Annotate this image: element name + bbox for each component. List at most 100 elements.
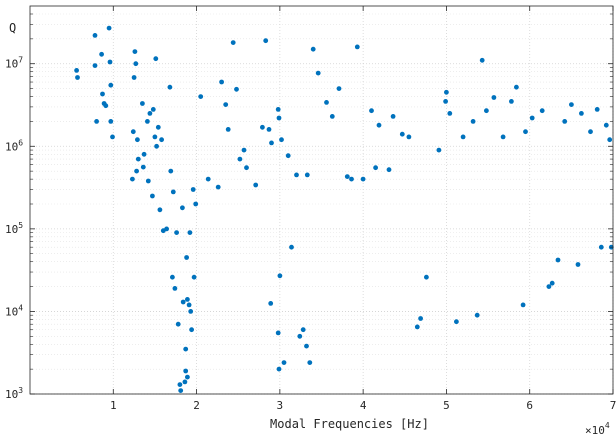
data-point	[225, 126, 231, 132]
y-tick-label: 107	[5, 56, 23, 71]
data-point	[304, 172, 310, 178]
data-point	[170, 189, 176, 195]
x-tick-label: 3	[277, 399, 284, 412]
data-point	[369, 108, 374, 114]
data-point	[354, 44, 360, 50]
x-axis: 1 2 3 4 5 6 7	[110, 6, 616, 412]
data-point	[406, 134, 412, 140]
data-point	[145, 119, 150, 124]
data-point	[191, 274, 197, 280]
data-point	[454, 319, 459, 325]
data-point	[310, 46, 316, 52]
x-tick-label: 6	[526, 399, 533, 412]
data-point	[145, 178, 151, 184]
data-point	[491, 95, 497, 100]
data-point	[373, 165, 378, 171]
data-point	[300, 327, 306, 333]
data-point	[154, 143, 160, 149]
data-point	[344, 174, 350, 180]
data-point	[276, 115, 282, 121]
data-point	[193, 201, 199, 207]
data-point	[175, 321, 181, 327]
data-point	[108, 119, 114, 124]
data-point	[294, 172, 299, 178]
data-point	[447, 111, 453, 116]
x-tick-label: 4	[360, 399, 367, 412]
data-point	[100, 91, 105, 97]
data-point	[92, 33, 98, 38]
data-point	[315, 70, 321, 76]
data-point	[135, 137, 140, 143]
data-point	[266, 126, 272, 132]
data-point	[230, 40, 236, 45]
data-point	[130, 129, 136, 135]
data-point	[470, 119, 476, 124]
data-point	[219, 79, 225, 85]
x-tick-label: 2	[193, 399, 200, 412]
data-point	[376, 122, 382, 128]
data-point	[177, 382, 183, 387]
data-point	[594, 107, 600, 112]
data-point	[132, 49, 138, 54]
data-point	[103, 103, 109, 109]
data-point	[223, 102, 229, 107]
data-point	[205, 176, 211, 182]
data-point	[275, 330, 281, 336]
data-point	[135, 156, 141, 162]
data-point	[549, 280, 555, 286]
data-point	[130, 176, 135, 182]
data-point	[183, 346, 189, 352]
data-point	[460, 134, 466, 140]
y-tick-label: 106	[5, 138, 23, 153]
axes-box	[29, 5, 614, 395]
data-point	[285, 153, 291, 159]
grid-lines	[30, 6, 614, 395]
data-point	[479, 57, 485, 63]
data-point	[260, 124, 265, 130]
data-point	[190, 187, 196, 192]
data-point	[170, 274, 175, 280]
data-point	[140, 164, 146, 170]
data-point	[237, 156, 243, 162]
data-point	[268, 301, 274, 306]
data-point	[140, 101, 145, 106]
data-point	[182, 379, 188, 385]
x-tick-label: 1	[110, 399, 117, 412]
data-point	[276, 366, 282, 372]
x-axis-label: Modal Frequencies [Hz]	[270, 417, 429, 431]
data-point	[324, 100, 329, 105]
data-point	[555, 257, 561, 263]
data-point	[188, 309, 194, 314]
data-point	[153, 56, 159, 62]
x-tick-label: 7	[610, 399, 616, 412]
data-point	[155, 124, 161, 130]
data-point	[134, 168, 140, 174]
data-point	[304, 343, 309, 349]
data-point	[509, 99, 514, 104]
data-point	[603, 122, 609, 128]
y-tick-label: 104	[5, 303, 23, 318]
data-point	[241, 147, 247, 153]
data-point	[94, 119, 99, 124]
data-point	[215, 184, 221, 190]
x-axis-multiplier: ×104	[585, 421, 610, 436]
data-point	[424, 274, 429, 280]
data-point	[297, 333, 303, 339]
data-point	[159, 137, 165, 143]
data-point	[183, 368, 189, 374]
data-point	[523, 129, 528, 135]
data-point	[390, 114, 396, 119]
data-point	[443, 99, 448, 104]
data-point	[178, 388, 184, 393]
data-point	[189, 327, 195, 333]
data-point	[575, 262, 581, 267]
data-point	[546, 284, 552, 289]
data-point	[444, 89, 449, 95]
data-point	[336, 86, 342, 91]
data-point	[141, 151, 147, 157]
x-tick-label: 5	[443, 399, 450, 412]
data-point	[598, 244, 604, 250]
data-point	[168, 168, 174, 174]
